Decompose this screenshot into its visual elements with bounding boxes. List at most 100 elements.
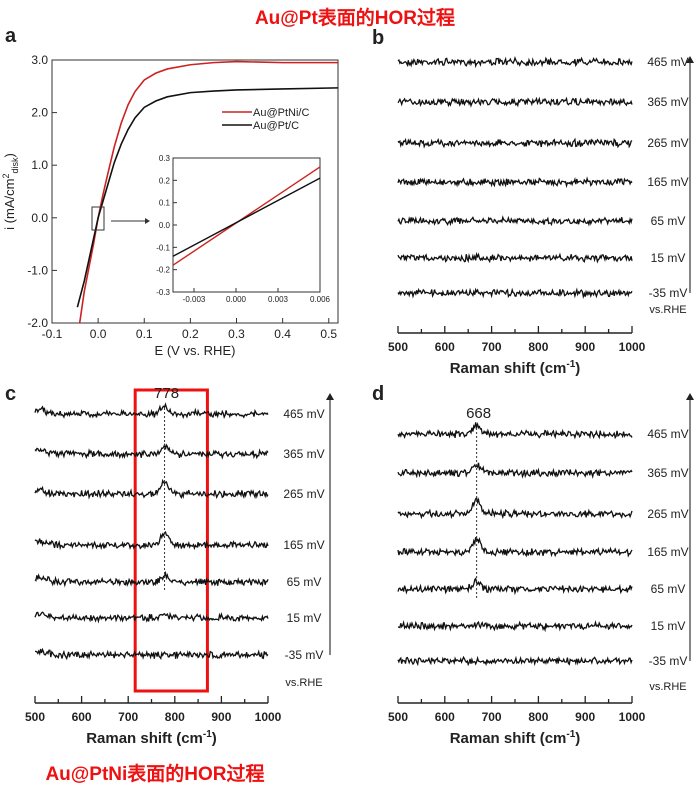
y-axis-label: i (mA/cm2disk) [1, 153, 20, 230]
series-line-au-pt [76, 87, 339, 308]
x-tick-label: 0.1 [136, 327, 153, 341]
spectrum-line [397, 496, 633, 520]
potential-label: 15 mV [287, 611, 322, 625]
potential-label: -35 mV [285, 648, 324, 662]
reference-label: vs.RHE [285, 677, 322, 689]
reference-label: vs.RHE [649, 681, 686, 693]
inset-y-tick-label: 0.3 [159, 154, 171, 163]
peak-label: 778 [154, 385, 179, 402]
x-tick-label: 600 [435, 710, 455, 724]
spectrum-line [397, 421, 633, 440]
panel-label-b: b [372, 27, 384, 49]
spectrum-line [397, 56, 633, 69]
x-tick-label: 1000 [255, 710, 282, 724]
inset-x-tick-label: 0.006 [310, 295, 331, 304]
x-tick-label: 900 [211, 710, 231, 724]
inset-x-tick-label: 0.000 [226, 295, 247, 304]
potential-label: 365 mV [283, 447, 324, 461]
x-tick-label: 700 [482, 340, 502, 354]
spectrum-line [34, 478, 269, 500]
x-axis-label: Raman shift (cm-1) [450, 359, 581, 377]
x-tick-label: 0.0 [90, 327, 107, 341]
x-tick-label: 700 [118, 710, 138, 724]
x-axis-label-end: ) [212, 730, 217, 747]
x-axis-label: Raman shift (cm-1) [450, 729, 581, 747]
x-tick-label: 0.5 [320, 327, 337, 341]
potential-label: 265 mV [647, 136, 688, 150]
spectrum-line [34, 442, 269, 460]
x-tick-label: 900 [575, 710, 595, 724]
potential-label: 365 mV [647, 466, 688, 480]
potential-label: 365 mV [647, 95, 688, 109]
x-tick-label: 900 [575, 340, 595, 354]
spectrum-line [397, 620, 633, 633]
y-axis-label-end: ) [2, 153, 17, 157]
y-tick-label: -2.0 [27, 316, 48, 330]
spectrum-line [34, 570, 269, 588]
top-title: Au@Pt表面的HOR过程 [255, 6, 455, 29]
inset-y-tick-label: 0.0 [159, 221, 171, 230]
x-tick-label: -0.1 [42, 327, 63, 341]
y-tick-label: 2.0 [31, 106, 48, 120]
potential-label: 465 mV [283, 407, 324, 421]
potential-label: 15 mV [651, 619, 686, 633]
panel-b: 465 mV 365 mV 265 mV 165 mV 65 mV 15 mV -35 mV… [388, 55, 694, 377]
legend-label: Au@Pt/C [253, 120, 299, 132]
spectrum-line [397, 577, 633, 596]
inset-frame [172, 157, 321, 293]
potential-label: 65 mV [287, 575, 322, 589]
y-tick-label: 1.0 [31, 158, 48, 172]
x-axis-label-end: ) [575, 360, 580, 377]
bottom-title: Au@PtNi表面的HOR过程 [45, 762, 264, 785]
x-tick-label: 0.4 [274, 327, 291, 341]
panel-d: 465 mV 365 mV 265 mV 165 mV 65 mV 15 mV -35 mV… [388, 393, 694, 747]
spectrum-line [397, 96, 633, 108]
inset-series-line [172, 166, 321, 266]
x-tick-label: 500 [388, 710, 408, 724]
potential-label: 165 mV [283, 538, 324, 552]
y-tick-label: 0.0 [31, 211, 48, 225]
potential-label: 65 mV [651, 582, 686, 596]
x-tick-label: 500 [388, 340, 408, 354]
potential-label: 265 mV [283, 487, 324, 501]
y-axis-label-sub: disk [10, 157, 20, 174]
inset-y-tick-label: -0.1 [156, 243, 170, 252]
x-axis-label: Raman shift (cm-1) [86, 729, 217, 747]
x-tick-label: 0.3 [228, 327, 245, 341]
x-axis-label-sup: -1 [566, 729, 575, 740]
potential-label: 265 mV [647, 507, 688, 521]
x-tick-label: 800 [528, 340, 548, 354]
x-axis-label: E (V vs. RHE) [155, 343, 236, 358]
x-tick-label: 0.2 [182, 327, 199, 341]
arrow-head-icon [145, 218, 150, 224]
inset-y-tick-label: 0.1 [159, 199, 171, 208]
spectrum-line [397, 655, 633, 667]
spectrum-line [397, 251, 633, 264]
spectrum-line [397, 215, 633, 227]
x-axis-label-sup: -1 [566, 359, 575, 370]
reference-label: vs.RHE [649, 304, 686, 316]
inset-x-tick-label: 0.003 [268, 295, 289, 304]
arrow-up-icon [686, 393, 694, 400]
spectrum-line [397, 536, 633, 558]
potential-label: 165 mV [647, 175, 688, 189]
arrow-up-icon [326, 393, 334, 400]
potential-label: 165 mV [647, 545, 688, 559]
zoom-box [91, 206, 105, 231]
x-tick-label: 600 [72, 710, 92, 724]
spectrum-line [34, 611, 269, 624]
x-axis-label-end: ) [575, 730, 580, 747]
panel-c: 465 mV 365 mV 265 mV 165 mV 65 mV 15 mV -35 mV… [25, 385, 334, 747]
x-tick-label: 800 [165, 710, 185, 724]
panel-label-c: c [5, 383, 16, 405]
panel-label-a: a [5, 25, 17, 47]
potential-label: 465 mV [647, 55, 688, 69]
inset-y-tick-label: -0.2 [156, 266, 170, 275]
panel-label-d: d [372, 383, 384, 405]
potential-label: -35 mV [649, 654, 688, 668]
x-axis-label-sup: -1 [203, 729, 212, 740]
potential-label: 65 mV [651, 214, 686, 228]
spectrum-line [34, 531, 269, 551]
y-axis-label-sup: 2 [1, 174, 11, 179]
